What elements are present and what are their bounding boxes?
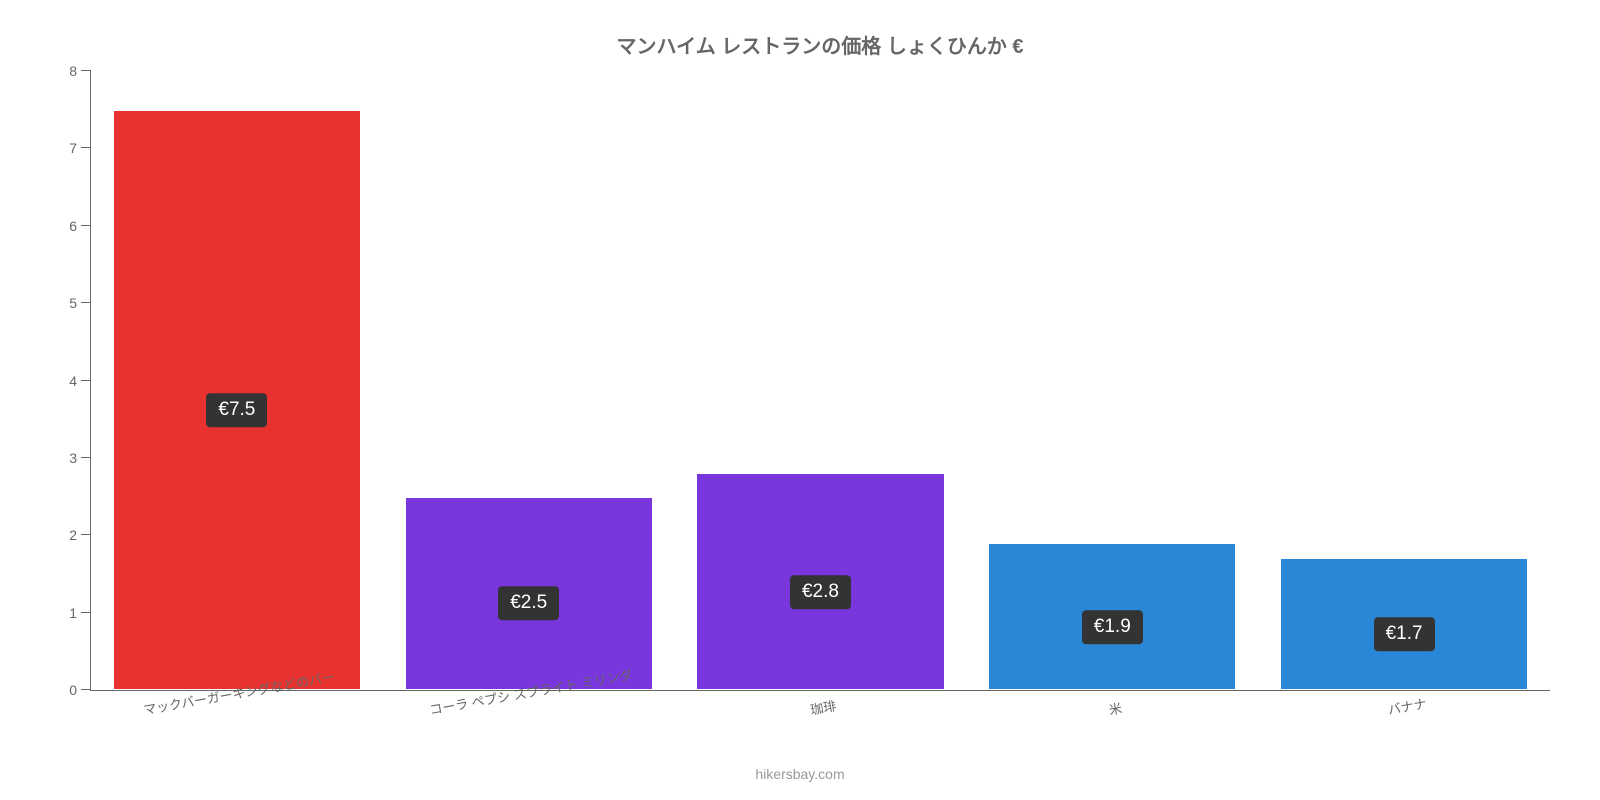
chart-container: マンハイム レストランの価格 しょくひんか € €7.5マックバーガーキングなど… <box>0 0 1600 800</box>
chart-title: マンハイム レストランの価格 しょくひんか € <box>90 30 1550 59</box>
bars-group: €7.5マックバーガーキングなどのバー€2.5コーラ ペプシ スプライト ミリン… <box>91 71 1550 690</box>
y-tick-label: 2 <box>69 527 91 543</box>
bar-value-label: €2.5 <box>498 586 559 620</box>
bar: €1.9 <box>988 543 1236 690</box>
y-tick-label: 7 <box>69 140 91 156</box>
plot-area: €7.5マックバーガーキングなどのバー€2.5コーラ ペプシ スプライト ミリン… <box>90 71 1550 691</box>
x-tick-label: 珈琲 <box>807 685 838 718</box>
y-tick-label: 1 <box>69 605 91 621</box>
x-tick-label: バナナ <box>1385 683 1428 718</box>
y-tick-label: 3 <box>69 450 91 466</box>
y-tick-label: 8 <box>69 63 91 79</box>
bar-slot: €1.9米 <box>966 71 1258 690</box>
bar-value-label: €1.7 <box>1374 617 1435 651</box>
bar-slot: €7.5マックバーガーキングなどのバー <box>91 71 383 690</box>
x-tick-label: 米 <box>1106 688 1124 719</box>
bar-value-label: €2.8 <box>790 575 851 609</box>
attribution: hikersbay.com <box>0 766 1600 782</box>
bar-slot: €2.8珈琲 <box>675 71 967 690</box>
y-tick-label: 6 <box>69 218 91 234</box>
bar-slot: €1.7バナナ <box>1258 71 1550 690</box>
bar-slot: €2.5コーラ ペプシ スプライト ミリンダ <box>383 71 675 690</box>
y-tick-label: 5 <box>69 295 91 311</box>
bar: €7.5 <box>113 110 361 690</box>
bar-value-label: €7.5 <box>206 393 267 427</box>
bar: €2.8 <box>696 473 944 690</box>
bar-value-label: €1.9 <box>1082 610 1143 644</box>
bar: €1.7 <box>1280 558 1528 690</box>
y-tick-label: 4 <box>69 373 91 389</box>
y-tick-label: 0 <box>69 682 91 698</box>
